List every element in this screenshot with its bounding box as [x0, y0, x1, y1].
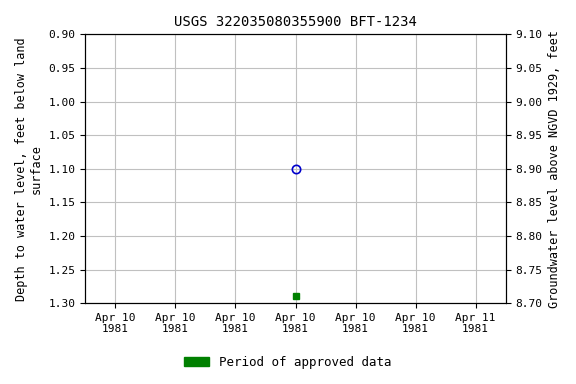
Y-axis label: Groundwater level above NGVD 1929, feet: Groundwater level above NGVD 1929, feet	[548, 30, 561, 308]
Legend: Period of approved data: Period of approved data	[179, 351, 397, 374]
Title: USGS 322035080355900 BFT-1234: USGS 322035080355900 BFT-1234	[174, 15, 417, 29]
Y-axis label: Depth to water level, feet below land
surface: Depth to water level, feet below land su…	[15, 37, 43, 301]
